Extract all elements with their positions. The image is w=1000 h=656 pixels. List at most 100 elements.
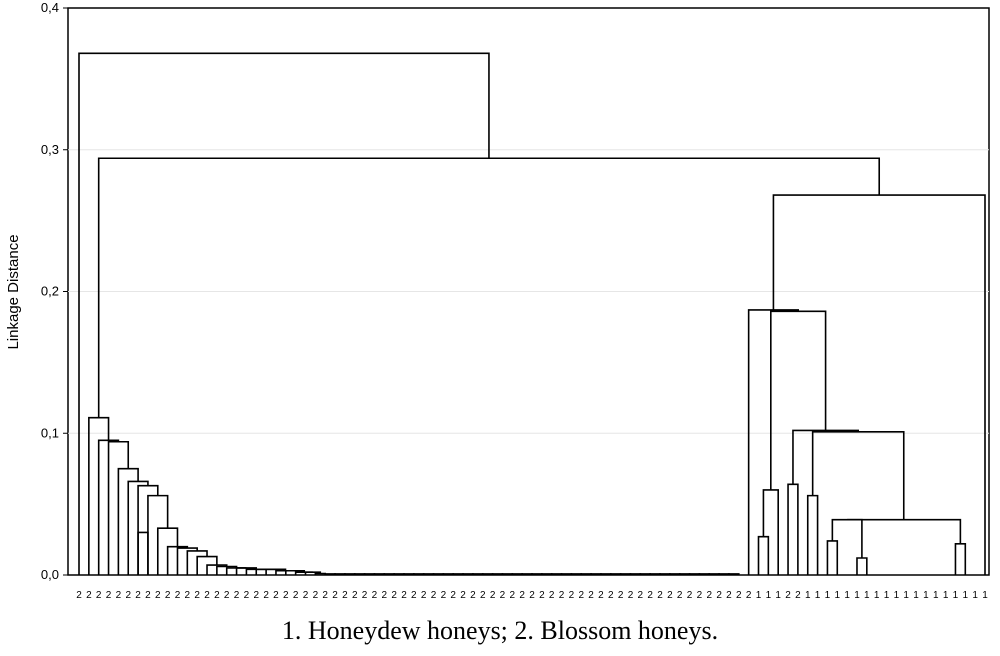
leaf-label: 2 [372,590,378,601]
leaf-label: 2 [687,590,693,601]
leaf-label: 2 [647,590,653,601]
honeydew-link [792,429,860,485]
leaf-label: 2 [401,590,407,601]
leaf-label: 2 [135,590,141,601]
dendrogram-links [78,52,986,575]
leaf-label: 2 [736,590,742,601]
leaf-label: 2 [185,590,191,601]
leaf-label: 2 [165,590,171,601]
leaf-label: 2 [322,590,328,601]
honeydew-link [757,535,770,575]
leaf-label: 2 [362,590,368,601]
leaf-label: 1 [923,590,929,601]
leaf-label: 1 [805,590,811,601]
leaf-label: 1 [943,590,949,601]
leaf-label: 2 [578,590,584,601]
leaf-label: 1 [963,590,969,601]
leaf-label: 2 [746,590,752,601]
y-tick-label: 0,0 [41,567,59,582]
leaf-label: 2 [726,590,732,601]
blossom-link [186,550,208,575]
blossom-link [176,547,198,575]
honeydew-link [772,194,986,575]
root-link [78,52,490,575]
blossom-link [206,564,228,575]
blossom-link [294,571,313,575]
y-axis-title: Linkage Distance [5,234,22,349]
blossom-link [265,568,287,575]
leaf-label: 2 [155,590,161,601]
leaf-label: 1 [913,590,919,601]
honeydew-link [826,540,839,575]
leaf-label: 2 [125,590,131,601]
leaf-label: 2 [382,590,388,601]
leaf-label: 2 [608,590,614,601]
leaf-label: 2 [460,590,466,601]
honeydew-link [847,518,962,544]
leaf-label: 2 [500,590,506,601]
leaf-label: 1 [953,590,959,601]
leaf-label: 1 [844,590,850,601]
leaf-label: 2 [529,590,535,601]
leaf-label: 2 [86,590,92,601]
leaf-label: 2 [441,590,447,601]
leaf-label: 2 [785,590,791,601]
honeydew-link [856,557,868,575]
leaf-label: 2 [253,590,259,601]
y-tick-label: 0,1 [41,425,59,440]
grid-lines [68,149,989,434]
y-axis-ticks: 0,0 0,1 0,2 0,3 0,4 [41,0,68,582]
y-tick-label: 0,3 [41,142,59,157]
blossom-link [117,467,139,575]
leaf-label: 2 [569,590,575,601]
root-link [97,157,881,418]
leaf-label: 2 [96,590,102,601]
honeydew-link [806,494,819,575]
leaf-label: 2 [263,590,269,601]
leaf-label: 2 [214,590,220,601]
leaf-label: 2 [480,590,486,601]
leaf-label: 2 [391,590,397,601]
honeydew-link [954,543,967,575]
honeydew-link [770,310,827,490]
leaf-label: 2 [539,590,545,601]
leaf-label: 2 [431,590,437,601]
honeydew-link [787,483,799,575]
blossom-link [196,555,218,575]
honeydew-link [811,431,905,520]
leaf-label: 2 [283,590,289,601]
leaf-label: 2 [194,590,200,601]
leaf-label: 2 [598,590,604,601]
leaf-label: 2 [697,590,703,601]
leaf-label: 2 [667,590,673,601]
leaf-label: 2 [76,590,82,601]
leaf-label: 2 [559,590,565,601]
leaf-label: 1 [874,590,880,601]
leaf-label: 2 [293,590,299,601]
leaf-label: 2 [706,590,712,601]
leaf-label: 2 [588,590,594,601]
leaf-label: 2 [628,590,634,601]
leaf-label: 1 [835,590,841,601]
leaf-label: 2 [224,590,230,601]
leaf-label: 1 [903,590,909,601]
leaf-label: 2 [273,590,279,601]
leaf-label: 1 [894,590,900,601]
blossom-link [137,484,159,575]
leaf-label: 2 [450,590,456,601]
leaf-label: 1 [756,590,762,601]
leaf-label: 2 [638,590,644,601]
leaf-label: 2 [116,590,122,601]
leaf-label: 2 [677,590,683,601]
leaf-label: 1 [884,590,890,601]
leaf-label: 2 [352,590,358,601]
leaf-label: 1 [815,590,821,601]
leaf-label: 1 [864,590,870,601]
blossom-link [88,416,110,575]
leaf-label: 2 [175,590,181,601]
leaf-label: 1 [766,590,772,601]
blossom-link [275,569,296,575]
leaf-label: 2 [470,590,476,601]
leaf-label: 2 [204,590,210,601]
